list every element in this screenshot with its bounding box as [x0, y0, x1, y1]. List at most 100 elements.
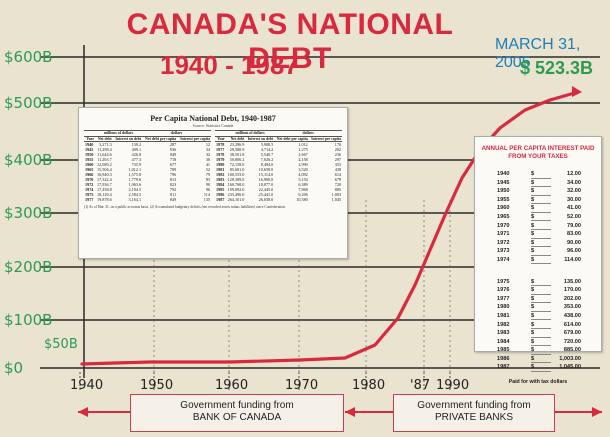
- funding-right-line1: Government funding from: [417, 400, 531, 411]
- interest-card-title: ANNUAL PER CAPITA INTEREST PAID FROM YOU…: [481, 145, 595, 160]
- currency-symbol: $: [531, 247, 551, 256]
- interest-year: 1960: [497, 205, 510, 212]
- table-cell: 813: [169, 177, 177, 182]
- table-cell: 3,520: [298, 167, 308, 172]
- interest-row: 1971 $83.00: [497, 230, 601, 239]
- table-cell: 3,908.5: [260, 142, 274, 147]
- table-cell: 114: [203, 192, 210, 197]
- interest-amount: 679.00: [563, 330, 581, 337]
- interest-row: 1987 $1,045.00: [497, 363, 601, 372]
- table-cell: 25,441.0: [258, 192, 274, 197]
- currency-symbol: $: [531, 213, 551, 222]
- y-tick-label: $50B: [44, 337, 78, 352]
- table-cell: 796: [169, 172, 177, 177]
- table-cell: 1979: [216, 157, 225, 162]
- interest-year: 1981: [497, 312, 510, 319]
- table-cell: 677: [169, 162, 177, 167]
- table-row: 1982 100,553.0 15,114.0 4,092 614: [215, 172, 342, 177]
- table-cell: 18,077.0: [258, 182, 274, 187]
- interest-year: 1940: [497, 171, 510, 177]
- interest-row: 1965 $52.00: [497, 213, 601, 222]
- table-cell: 1,779.6: [128, 177, 142, 182]
- x-tick-label: '87: [410, 378, 430, 393]
- curve-arrowhead: [572, 86, 582, 97]
- table-cell: 41: [205, 162, 210, 167]
- interest-year: 1987: [497, 364, 510, 371]
- currency-symbol: $: [531, 363, 551, 372]
- interest-year: 1974: [497, 256, 510, 263]
- table-cell: 2,990: [298, 162, 308, 167]
- interest-amount: 135.00: [563, 278, 581, 285]
- interest-amount: 1,045.00: [559, 364, 581, 371]
- currency-symbol: $: [531, 230, 551, 239]
- interest-year: 1973: [497, 248, 510, 255]
- table-cell: 614: [334, 172, 341, 177]
- right-col-header: Net debt per capita: [274, 135, 309, 142]
- table-cell: 2,584.5: [128, 192, 142, 197]
- currency-symbol: $: [531, 278, 551, 287]
- table-cell: 15,114.0: [258, 172, 274, 177]
- interest-row: 1955 $30.00: [497, 196, 601, 205]
- currency-symbol: $: [531, 312, 551, 321]
- table-row: 1977 29,580.9 4,714.2 1,275 202: [215, 147, 342, 152]
- interest-amount: 353.00: [563, 304, 581, 311]
- table-source: Source: Statistics Canada: [192, 123, 234, 128]
- table-cell: 1966: [85, 172, 94, 177]
- table-row: 1980 72,158.0 8,494.0 2,990 353: [215, 162, 342, 167]
- interest-year: 1970: [497, 222, 510, 229]
- timeline-right-arrowhead-end: [592, 407, 602, 417]
- table-cell: 1981: [216, 167, 225, 172]
- table-right: millions of dollars dollars Year Net debt In…: [215, 130, 342, 202]
- table-row: 1960 12,089.2 735.9 677 41: [84, 162, 211, 167]
- table-row: 1979 50,806.2 7,026.2 2,158 297: [215, 157, 342, 162]
- table-cell: 823: [169, 182, 177, 187]
- table-cell: 23,296.9: [229, 142, 245, 147]
- table-cell: 1983: [216, 177, 225, 182]
- table-cell: 199,092.0: [227, 187, 245, 192]
- timeline-left-arrowhead: [78, 407, 88, 417]
- interest-year: 1980: [497, 304, 510, 311]
- table-cell: 936: [169, 147, 177, 152]
- interest-amount: 30.00: [567, 196, 581, 203]
- table-cell: 477.3: [131, 157, 142, 162]
- table-cell: 735.9: [131, 162, 142, 167]
- x-tick-label: 1990: [436, 378, 469, 393]
- debt-2005-label: $ 523.3B: [520, 58, 594, 78]
- table-title: Per Capita National Debt, 1940-1987: [150, 114, 276, 123]
- table-cell: 38,501.8: [229, 152, 245, 157]
- table-cell: 792: [169, 187, 177, 192]
- left-col-header: Interest per capita: [177, 135, 211, 142]
- interest-divider: [497, 265, 601, 278]
- interest-year: 1977: [497, 295, 510, 302]
- currency-symbol: $: [531, 239, 551, 248]
- table-cell: 1980: [216, 162, 225, 167]
- table-cell: 1,003: [331, 192, 341, 197]
- table-cell: 1986: [216, 192, 225, 197]
- currency-symbol: $: [531, 286, 551, 295]
- currency-symbol: $: [531, 204, 551, 213]
- table-cell: 8,494.0: [260, 162, 274, 167]
- interest-amount: 438.00: [563, 312, 581, 319]
- table-cell: 160,768.0: [227, 182, 245, 187]
- table-left: millions of dollars dollars Year Net debt In…: [84, 130, 211, 202]
- interest-amount: 90.00: [567, 239, 581, 246]
- table-cell: 16,900.0: [258, 177, 274, 182]
- table-cell: 679: [334, 177, 341, 182]
- interest-amount: 114.00: [564, 256, 581, 263]
- table-row: 1965 15,504.4 1,012.1 789 52: [84, 167, 211, 172]
- table-cell: 1982: [216, 172, 225, 177]
- page-subtitle: 1940 - 1987: [160, 50, 299, 80]
- table-cell: 17,458.8: [97, 187, 112, 192]
- table-cell: 1975: [85, 192, 94, 197]
- table-cell: 135: [203, 197, 210, 202]
- funding-left-line2: BANK OF CANADA: [192, 412, 282, 423]
- currency-symbol: $: [531, 295, 551, 304]
- interest-card: ANNUAL PER CAPITA INTEREST PAID FROM YOU…: [474, 136, 602, 385]
- right-col-header: Year: [215, 135, 226, 142]
- interest-year: 1976: [497, 287, 510, 294]
- y-tick-label: $600B: [4, 48, 52, 66]
- table-cell: 236: [334, 152, 341, 157]
- table-cell: 170: [334, 142, 341, 147]
- table-cell: 11,644.6: [97, 152, 112, 157]
- table-cell: 12,089.2: [97, 162, 112, 167]
